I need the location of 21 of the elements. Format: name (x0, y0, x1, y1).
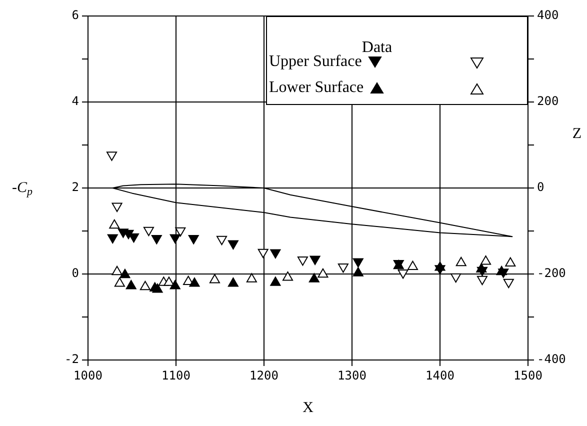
x-tick-label: 1200 (250, 368, 278, 382)
y2-tick-label: 0 (537, 180, 544, 194)
y2-tick-label: 200 (537, 94, 559, 108)
x-tick-label: 1500 (514, 368, 542, 382)
x-tick-label: 1400 (426, 368, 454, 382)
x-tick-label: 1000 (74, 368, 102, 382)
y-tick-label: 2 (72, 180, 79, 194)
y2-axis-title: Z (572, 126, 582, 142)
legend-label: Lower Surface (269, 78, 364, 98)
y-tick-label: -2 (64, 352, 79, 366)
x-axis-title: X (302, 400, 314, 416)
y-tick-label: 0 (72, 266, 79, 280)
legend-title: Data (362, 39, 392, 56)
y-tick-label: 6 (72, 8, 79, 22)
legend-label: Upper Surface (269, 52, 362, 72)
y2-tick-label: 400 (537, 8, 559, 22)
x-tick-label: 1100 (162, 368, 190, 382)
x-tick-label: 1300 (338, 368, 366, 382)
y-tick-label: 4 (72, 94, 79, 108)
y2-tick-label: -400 (537, 352, 566, 366)
y2-tick-label: -200 (537, 266, 566, 280)
